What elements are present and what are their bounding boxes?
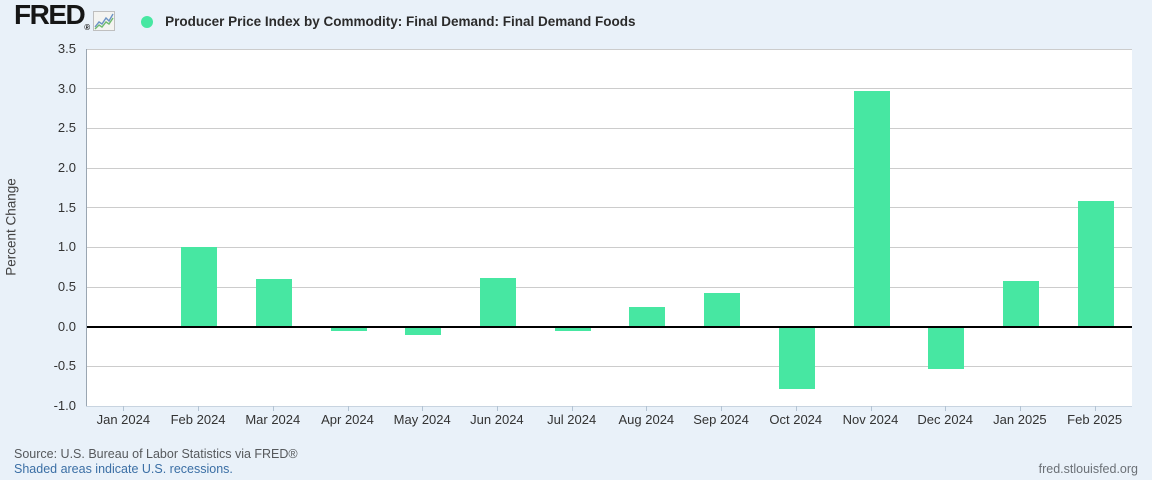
x-tick-mark xyxy=(646,406,648,411)
registered-mark: ® xyxy=(84,22,91,32)
bar-jul-2024 xyxy=(554,326,591,332)
series-legend-dot xyxy=(141,15,154,28)
bar-feb-2024 xyxy=(181,247,218,327)
y-tick-label: 2.0 xyxy=(57,160,76,175)
bar-jun-2024 xyxy=(479,278,516,327)
recessions-link[interactable]: Shaded areas indicate U.S. recessions. xyxy=(14,462,233,476)
x-tick-mark xyxy=(347,406,349,411)
source-note: Source: U.S. Bureau of Labor Statistics … xyxy=(14,447,298,461)
y-tick-label: 0.5 xyxy=(57,279,76,294)
y-tick-label: 0.0 xyxy=(57,318,76,334)
x-tick-mark xyxy=(721,406,723,411)
y-tick-label: -1.0 xyxy=(53,398,76,413)
x-tick-mark xyxy=(1019,406,1021,411)
bar-sep-2024 xyxy=(704,292,741,327)
fred-sparkline-icon xyxy=(93,10,116,36)
bar-oct-2024 xyxy=(778,326,815,389)
x-tick-label: Aug 2024 xyxy=(618,412,675,427)
x-tick-label: Apr 2024 xyxy=(321,412,374,427)
bar-may-2024 xyxy=(405,326,442,335)
x-tick-mark xyxy=(422,406,424,411)
chart-header: FRED® Producer Price Index by Commodity:… xyxy=(14,0,636,37)
gridline xyxy=(87,286,1132,288)
gridline xyxy=(87,127,1132,129)
x-tick-mark xyxy=(272,406,274,411)
y-tick-label: 1.0 xyxy=(57,239,76,255)
bar-feb-2025 xyxy=(1077,200,1114,327)
x-tick-label: Jul 2024 xyxy=(547,412,597,427)
bar-apr-2024 xyxy=(330,326,367,331)
gridline xyxy=(87,365,1132,367)
x-tick-mark xyxy=(1094,406,1096,411)
x-tick-label: Feb 2025 xyxy=(1067,412,1123,427)
x-axis-line xyxy=(86,406,1132,407)
x-tick-label: Jun 2024 xyxy=(470,412,524,427)
x-tick-label: Dec 2024 xyxy=(917,412,974,427)
fred-logo[interactable]: FRED® xyxy=(14,0,91,32)
fred-site-link[interactable]: fred.stlouisfed.org xyxy=(1038,462,1138,476)
x-tick-label: Feb 2024 xyxy=(170,412,226,427)
x-tick-mark xyxy=(870,406,872,411)
bar-aug-2024 xyxy=(629,306,666,327)
chart-title: Producer Price Index by Commodity: Final… xyxy=(165,14,636,29)
x-tick-label: Nov 2024 xyxy=(842,412,899,427)
x-tick-label: Jan 2025 xyxy=(993,412,1047,427)
y-tick-label: -0.5 xyxy=(53,358,76,374)
x-tick-mark xyxy=(496,406,498,411)
x-tick-mark xyxy=(571,406,573,411)
x-tick-mark xyxy=(123,406,125,411)
y-axis-title: Percent Change xyxy=(3,178,19,276)
gridline xyxy=(87,167,1132,169)
y-tick-label: 3.0 xyxy=(57,80,76,96)
x-tick-label: Jan 2024 xyxy=(96,412,151,427)
y-tick-label: 2.5 xyxy=(57,120,76,136)
x-tick-label: Sep 2024 xyxy=(693,412,749,427)
y-tick-label: 3.5 xyxy=(57,41,76,56)
gridline xyxy=(87,88,1132,90)
gridline xyxy=(87,48,1132,50)
x-tick-label: May 2024 xyxy=(393,412,451,427)
gridline xyxy=(87,207,1132,209)
bar-jan-2025 xyxy=(1002,280,1039,327)
bar-dec-2024 xyxy=(928,326,965,369)
zero-axis-line xyxy=(87,325,1132,328)
x-tick-mark xyxy=(198,406,200,411)
plot-area xyxy=(86,48,1132,407)
x-tick-mark xyxy=(945,406,947,411)
bar-nov-2024 xyxy=(853,91,890,327)
bar-mar-2024 xyxy=(255,279,292,327)
y-tick-label: 1.5 xyxy=(57,199,76,215)
x-tick-mark xyxy=(795,406,797,411)
x-tick-label: Mar 2024 xyxy=(245,412,301,427)
x-tick-label: Oct 2024 xyxy=(769,412,823,427)
gridline xyxy=(87,246,1132,248)
